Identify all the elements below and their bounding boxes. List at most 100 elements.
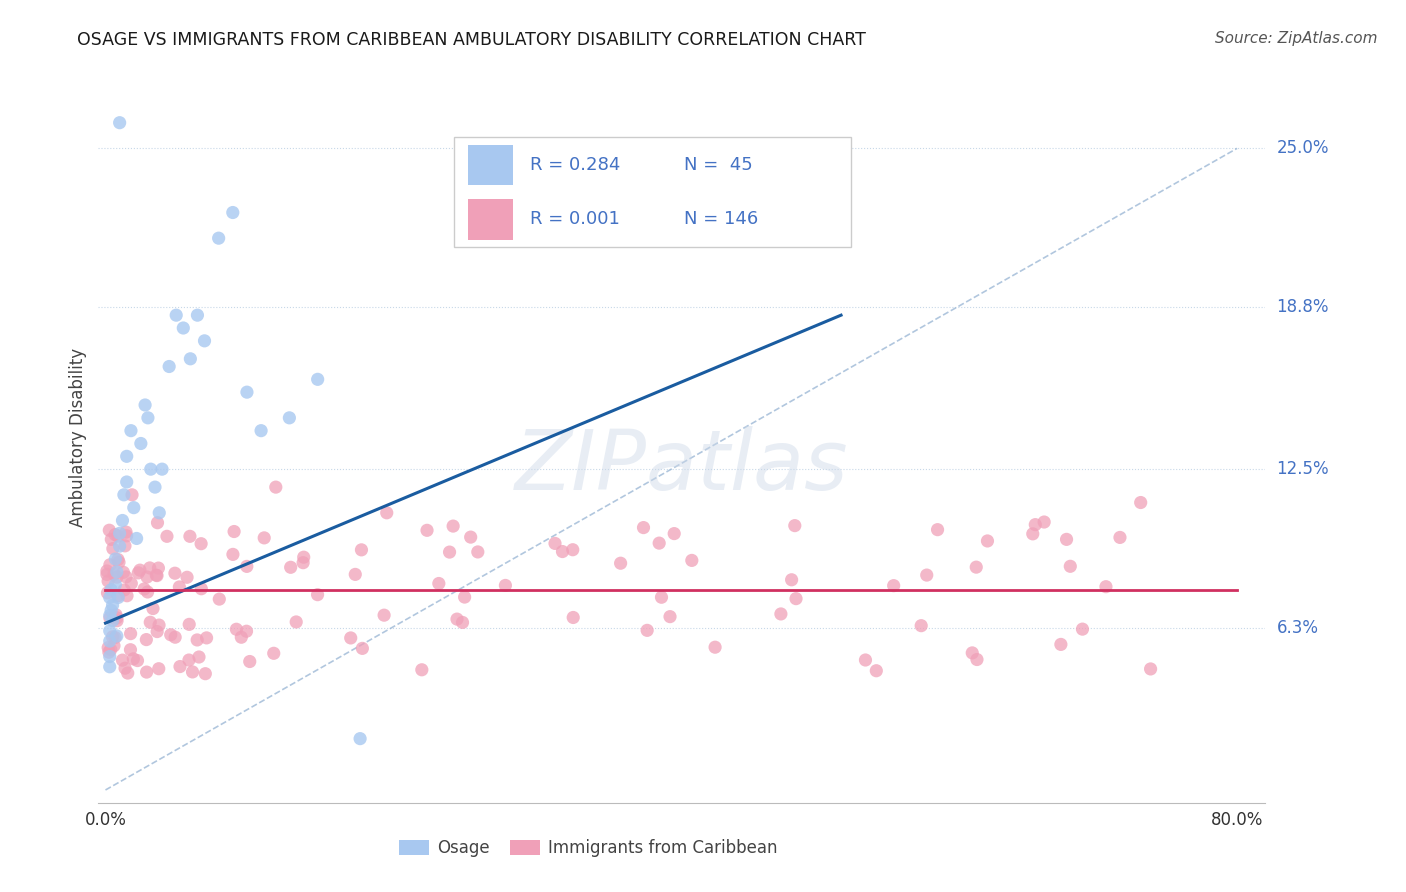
Point (427, 576, 450, 591)
Point (179, 617, 201, 632)
Point (375, 506, 398, 520)
Point (960, 646, 983, 660)
Point (292, 556, 315, 570)
Point (96, 586, 118, 600)
Point (115, 525, 138, 540)
Point (1033, 515, 1056, 529)
Point (103, 567, 125, 582)
Point (659, 609, 682, 624)
Point (193, 334, 215, 348)
Text: Source: ZipAtlas.com: Source: ZipAtlas.com (1215, 31, 1378, 46)
Point (451, 615, 474, 630)
Point (292, 550, 315, 565)
Point (609, 556, 631, 570)
Point (280, 560, 302, 574)
Point (453, 590, 475, 604)
Point (222, 548, 245, 562)
Point (120, 424, 142, 438)
Point (915, 568, 938, 582)
Point (664, 526, 686, 541)
Point (285, 615, 308, 629)
Point (769, 607, 792, 621)
Point (115, 589, 138, 603)
Point (650, 591, 672, 605)
Point (263, 646, 285, 660)
Point (129, 436, 152, 450)
Point (208, 592, 231, 607)
Point (780, 573, 803, 587)
Point (111, 653, 134, 667)
Point (225, 622, 247, 636)
Text: OSAGE VS IMMIGRANTS FROM CARIBBEAN AMBULATORY DISABILITY CORRELATION CHART: OSAGE VS IMMIGRANTS FROM CARIBBEAN AMBUL… (77, 31, 866, 49)
Point (633, 520, 655, 534)
Point (148, 561, 170, 575)
Point (165, 630, 187, 644)
Point (235, 624, 257, 639)
Point (373, 608, 395, 623)
Point (100, 582, 122, 597)
Point (157, 359, 180, 374)
Point (107, 591, 129, 605)
Point (135, 665, 157, 679)
Point (965, 560, 987, 574)
Point (352, 641, 374, 656)
Point (148, 506, 170, 520)
Point (114, 661, 136, 675)
Point (190, 537, 212, 551)
Point (1071, 622, 1094, 636)
Point (107, 589, 129, 603)
Point (544, 536, 567, 550)
Point (186, 308, 208, 322)
Point (307, 588, 329, 602)
Point (159, 628, 181, 642)
Point (439, 545, 461, 559)
Point (145, 568, 167, 582)
Point (115, 475, 138, 489)
Point (105, 614, 128, 628)
Point (112, 582, 135, 597)
Point (98, 660, 121, 674)
Point (139, 615, 162, 630)
Point (236, 559, 259, 574)
Point (120, 626, 142, 640)
Point (105, 565, 128, 579)
Point (136, 410, 159, 425)
Point (108, 116, 131, 130)
Point (115, 450, 138, 464)
Point (344, 567, 367, 582)
Point (783, 518, 806, 533)
Point (349, 731, 371, 746)
Point (108, 555, 131, 569)
Point (98, 649, 121, 664)
Point (120, 642, 142, 657)
Point (146, 624, 169, 639)
Point (188, 650, 211, 665)
Point (186, 632, 208, 647)
Legend: Osage, Immigrants from Caribbean: Osage, Immigrants from Caribbean (392, 832, 785, 864)
Point (115, 570, 138, 584)
Point (1139, 662, 1161, 676)
Point (114, 539, 136, 553)
Point (105, 607, 128, 622)
Point (222, 524, 245, 539)
Point (139, 462, 162, 476)
Point (681, 553, 703, 567)
Point (350, 542, 373, 557)
Point (117, 666, 139, 681)
Point (121, 488, 143, 502)
Point (125, 532, 148, 546)
Point (181, 665, 204, 679)
Point (104, 527, 127, 541)
Point (865, 664, 887, 678)
Point (460, 530, 482, 544)
Point (97, 640, 120, 655)
Point (250, 424, 273, 438)
Point (177, 653, 200, 667)
Point (446, 612, 468, 626)
Point (966, 652, 988, 666)
Point (416, 524, 439, 538)
Text: N = 146: N = 146 (685, 211, 759, 228)
Point (562, 610, 585, 624)
Point (108, 539, 131, 553)
Point (278, 410, 301, 425)
